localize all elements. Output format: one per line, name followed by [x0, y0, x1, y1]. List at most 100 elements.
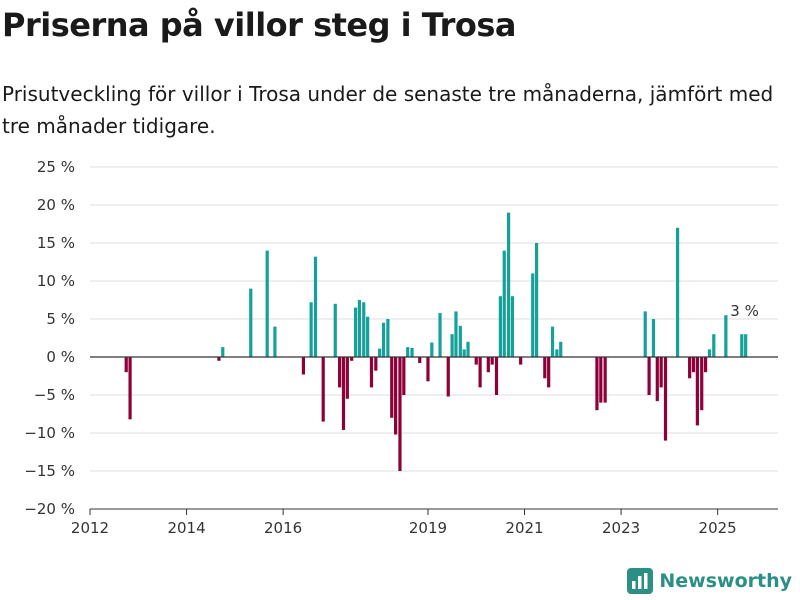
- y-tick-label: 0 %: [46, 348, 75, 366]
- y-tick-label: −15 %: [24, 462, 75, 480]
- bar: [381, 322, 386, 357]
- x-tick-label: 2021: [505, 519, 543, 537]
- bar: [338, 357, 342, 388]
- bar: [265, 250, 269, 357]
- bar: [406, 347, 410, 357]
- bar: [418, 357, 422, 364]
- bar: [595, 357, 599, 411]
- y-tick-label: −20 %: [24, 500, 75, 518]
- bar: [700, 357, 704, 411]
- bar: [659, 357, 663, 388]
- bar: [450, 334, 454, 357]
- x-tick-label: 2012: [71, 519, 109, 537]
- bar: [707, 349, 712, 357]
- bar: [647, 357, 651, 395]
- bars: [124, 212, 748, 471]
- bar: [369, 357, 374, 388]
- bar: [301, 357, 306, 375]
- bar: [374, 357, 378, 371]
- bar: [502, 250, 506, 357]
- x-tick-label: 2019: [409, 519, 447, 537]
- bar: [362, 302, 366, 357]
- bar: [438, 312, 442, 357]
- bar: [221, 347, 225, 357]
- bar: [663, 357, 668, 441]
- y-tick-label: 5 %: [46, 310, 75, 328]
- bar: [386, 319, 390, 357]
- bar: [357, 300, 362, 357]
- x-tick-label: 2016: [264, 519, 302, 537]
- bar: [643, 311, 647, 357]
- x-tick-label: 2025: [699, 519, 737, 537]
- bar: [430, 342, 434, 357]
- bar: [534, 243, 539, 357]
- bar: [353, 307, 358, 357]
- bar: [494, 357, 499, 395]
- bar: [603, 357, 607, 403]
- bar: [688, 357, 692, 379]
- bar: [446, 357, 450, 397]
- bar: [454, 311, 458, 357]
- bar: [543, 357, 547, 379]
- bar: [724, 315, 728, 357]
- bar: [744, 334, 748, 357]
- bar: [128, 357, 132, 420]
- bar: [124, 357, 128, 373]
- bar: [712, 334, 716, 357]
- bar: [550, 326, 555, 357]
- y-tick-label: 15 %: [37, 234, 75, 252]
- bar: [531, 273, 535, 357]
- bar: [547, 357, 551, 388]
- annotation-label: 3 %: [730, 302, 759, 320]
- bar: [350, 357, 354, 361]
- chart-subtitle: Prisutveckling för villor i Trosa under …: [2, 82, 774, 138]
- bar: [345, 357, 349, 399]
- bar: [402, 357, 406, 395]
- bar: [426, 357, 430, 382]
- bar: [313, 256, 318, 357]
- bar-chart-logo-icon: [627, 568, 654, 594]
- bar: [498, 296, 502, 357]
- bar: [506, 212, 511, 357]
- bar: [466, 341, 470, 357]
- bar: [394, 357, 398, 435]
- bar: [398, 357, 402, 471]
- y-tick-label: 10 %: [37, 272, 75, 290]
- bar: [462, 349, 466, 357]
- y-tick-label: 20 %: [37, 196, 75, 214]
- gridlines: [90, 166, 778, 510]
- x-tick-label: 2014: [167, 519, 205, 537]
- x-axis: 2012 2014 2016 2019 2021 2023 2025: [71, 508, 778, 537]
- y-axis-ticks: 25 % 20 % 15 % 10 % 5 % 0 % −5 % −10 % −15 % −20 …: [24, 158, 75, 518]
- bar: [474, 357, 478, 365]
- bar: [478, 357, 482, 388]
- bar: [486, 357, 490, 373]
- bar: [510, 296, 515, 357]
- bar: [695, 357, 699, 426]
- bar: [273, 326, 277, 357]
- bar: [490, 357, 494, 365]
- y-tick-label: −5 %: [34, 386, 75, 404]
- bar: [655, 357, 659, 402]
- bar: [555, 349, 559, 357]
- bar: [309, 302, 313, 357]
- bar: [458, 325, 462, 357]
- bar: [333, 303, 337, 357]
- bar: [651, 319, 656, 357]
- bar: [249, 288, 253, 357]
- x-tick-label: 2023: [602, 519, 640, 537]
- bar: [559, 341, 563, 357]
- bar: [703, 357, 708, 373]
- bar: [599, 357, 603, 403]
- bar: [378, 348, 382, 357]
- bar: [740, 334, 744, 357]
- brand-logo: Newsworthy: [627, 568, 792, 594]
- bar: [691, 357, 696, 373]
- chart-title: Priserna på villor steg i Trosa: [2, 6, 516, 44]
- y-tick-label: 25 %: [37, 158, 75, 176]
- bar: [390, 357, 394, 418]
- bar: [321, 357, 325, 422]
- bar: [366, 316, 370, 357]
- bar: [519, 357, 523, 365]
